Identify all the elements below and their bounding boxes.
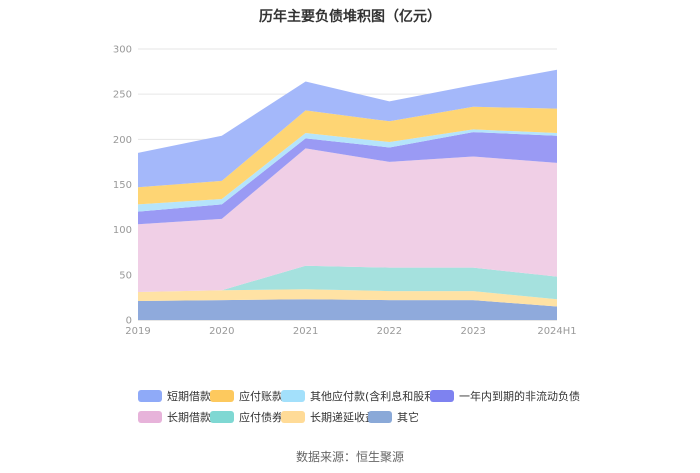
data-source-note: 数据来源：恒生聚源	[295, 450, 404, 464]
x-tick-label: 2020	[209, 326, 234, 337]
area-series-短期借款[interactable]	[138, 69, 557, 188]
axis-layer: 0 50 100 150 200 250 300 2019 2020 2021 2022 2023 20…	[113, 45, 577, 338]
legend-label: 短期借款	[167, 390, 211, 403]
legend-item-bonds-payable[interactable]: 应付债券	[210, 409, 283, 425]
y-tick-label: 250	[113, 90, 132, 101]
y-tick-label: 50	[119, 270, 132, 281]
legend-swatch	[210, 411, 234, 423]
legend-label: 长期递延收益	[310, 411, 376, 424]
area-series-长期借款[interactable]	[138, 148, 557, 292]
legend-label: 长期借款	[167, 411, 211, 424]
legend-swatch	[430, 390, 454, 402]
legend-label: 其它	[397, 411, 419, 424]
y-tick-label: 200	[113, 135, 132, 146]
area-series-layer	[138, 69, 557, 320]
x-tick-label: 2024H1	[537, 326, 576, 337]
legend-swatch	[210, 390, 234, 402]
area-series-应付账款[interactable]	[138, 106, 557, 205]
y-tick-label: 0	[126, 316, 132, 327]
y-tick-label: 150	[113, 180, 132, 191]
y-tick-label: 300	[113, 45, 132, 56]
area-series-长期递延收益[interactable]	[138, 289, 557, 307]
x-tick-label: 2021	[293, 326, 318, 337]
x-tick-label: 2019	[125, 326, 150, 337]
legend-item-other[interactable]: 其它	[368, 409, 419, 425]
area-series-一年内到期的非流动负债[interactable]	[138, 132, 557, 225]
area-series-应付债券[interactable]	[138, 265, 557, 300]
legend-swatch	[138, 411, 162, 423]
legend-item-current-portion-noncurrent[interactable]: 一年内到期的非流动负债	[430, 388, 580, 404]
x-tick-label: 2023	[460, 326, 485, 337]
legend-item-other-payables[interactable]: 其他应付款(含利息和股利)	[281, 388, 440, 404]
area-series-其它[interactable]	[138, 299, 557, 320]
legend-swatch	[281, 390, 305, 402]
legend-swatch	[138, 390, 162, 402]
legend-row-1: 短期借款 应付账款 其他应付款(含利息和股利) 一年内到期的非流动负债	[0, 388, 700, 404]
y-tick-label: 100	[113, 225, 132, 236]
legend-item-short-term-loans[interactable]: 短期借款	[138, 388, 211, 404]
legend-row-2: 长期借款 应付债券 长期递延收益 其它	[0, 409, 700, 425]
legend-label: 其他应付款(含利息和股利)	[310, 390, 440, 403]
x-tick-label: 2022	[377, 326, 402, 337]
chart-title: 历年主要负债堆积图（亿元）	[259, 9, 441, 25]
area-series-其他应付款(含利息和股利)[interactable]	[138, 129, 557, 212]
legend-swatch	[368, 411, 392, 423]
legend-item-deferred-income[interactable]: 长期递延收益	[281, 409, 376, 425]
legend-label: 一年内到期的非流动负债	[459, 390, 580, 403]
legend-label: 应付债券	[239, 411, 283, 424]
legend-swatch	[281, 411, 305, 423]
legend-item-long-term-loans[interactable]: 长期借款	[138, 409, 211, 425]
legend-item-accounts-payable[interactable]: 应付账款	[210, 388, 283, 404]
legend-label: 应付账款	[239, 390, 283, 403]
stacked-area-chart: 0 50 100 150 200 250 300 2019 2020 2021 2022 2023 20…	[113, 45, 577, 338]
